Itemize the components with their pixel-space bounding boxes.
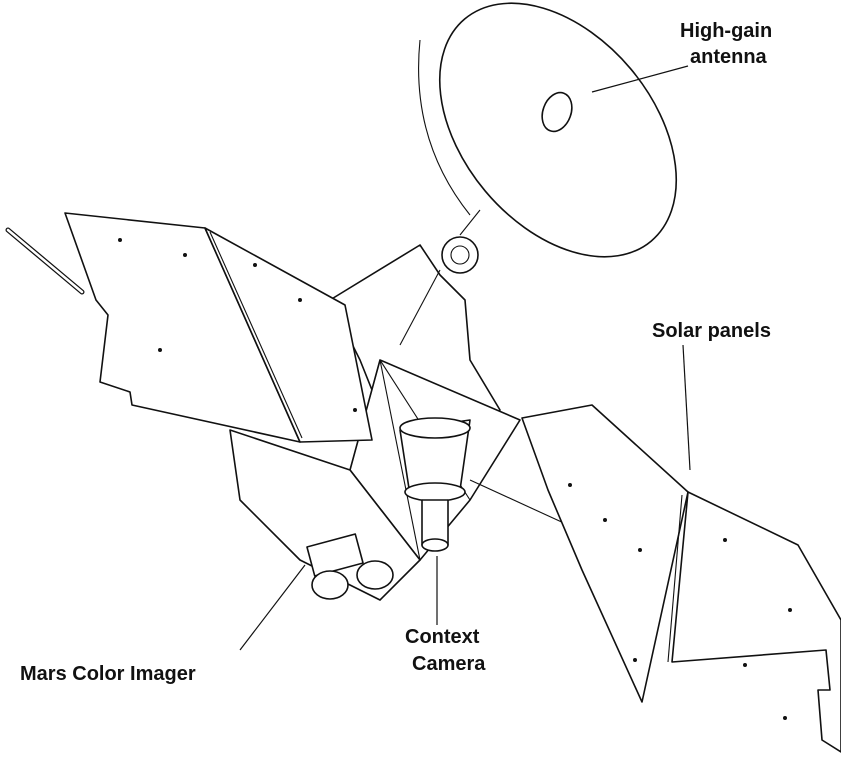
label: Solar panels — [652, 320, 771, 342]
label: antenna — [690, 46, 768, 68]
label: Mars Color Imager — [20, 663, 196, 685]
spacecraft-diagram: High-gain antenna Solar panels Mars Colo… — [0, 0, 841, 761]
label: Camera — [412, 653, 486, 675]
label: Context — [405, 626, 480, 648]
label: High-gain — [680, 20, 772, 42]
